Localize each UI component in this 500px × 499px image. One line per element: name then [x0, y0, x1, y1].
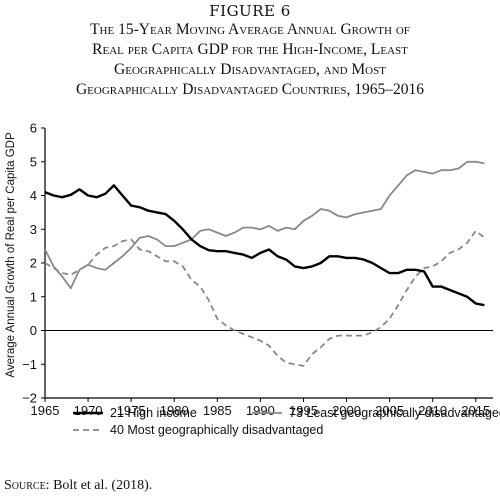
y-tick-label: −1 [22, 357, 37, 372]
y-tick-label: 5 [30, 154, 37, 169]
x-tick-label: 1975 [117, 403, 146, 418]
series-line-2 [44, 160, 485, 290]
x-tick-label: 2005 [375, 403, 404, 418]
x-tick-label: 2000 [332, 403, 361, 418]
source-text: Bolt et al. (2018). [53, 478, 153, 493]
y-axis-label: Average Annual Growth of Real per Capita… [5, 132, 17, 378]
y-tick-label: 2 [30, 256, 37, 271]
y-tick-label: 3 [30, 222, 37, 237]
source-label: Source: [4, 478, 50, 493]
figure-title: The 15-Year Moving Average Annual Growth… [0, 20, 500, 100]
chart-series [44, 160, 485, 367]
y-tick-label: 4 [30, 188, 37, 203]
x-tick-label: 1970 [74, 403, 103, 418]
x-tick-label: 1985 [203, 403, 232, 418]
x-tick-label: 1965 [31, 403, 60, 418]
x-tick-label: 2010 [418, 403, 447, 418]
y-tick-label: 1 [30, 289, 37, 304]
legend-label-3: 40 Most geographically disadvantaged [110, 423, 323, 437]
legend-label-1: 21 High income [110, 406, 197, 420]
title-line-3: Geographically Disadvantaged, and Most [114, 61, 386, 78]
x-tick-label: 1980 [160, 403, 189, 418]
y-tick-label: −2 [22, 391, 37, 406]
legend-label-2: 73 Least geographically disadvantaged [289, 406, 500, 420]
x-tick-label: 2015 [461, 403, 490, 418]
x-tick-label: 1995 [289, 403, 318, 418]
title-line-2: Real per Capita GDP for the High-Income,… [92, 41, 408, 58]
series-line-3 [44, 230, 485, 367]
figure-label: FIGURE 6 [209, 2, 291, 20]
chart-axes: −2 −1 0 1 2 3 4 5 6 1965 1970 1975 1980 1985 1990 1995 2… [22, 121, 493, 418]
series-line-1 [44, 184, 485, 307]
y-tick-label: 6 [30, 121, 37, 136]
title-line-4: Geographically Disadvantaged Countries, … [75, 81, 424, 98]
source-note: Source: Bolt et al. (2018). [4, 478, 152, 494]
title-line-1: The 15-Year Moving Average Annual Growth… [90, 21, 410, 38]
x-tick-label: 1990 [246, 403, 275, 418]
chart-legend: 21 High income 73 Least geographically di… [73, 406, 500, 437]
y-tick-label: 0 [30, 323, 37, 338]
